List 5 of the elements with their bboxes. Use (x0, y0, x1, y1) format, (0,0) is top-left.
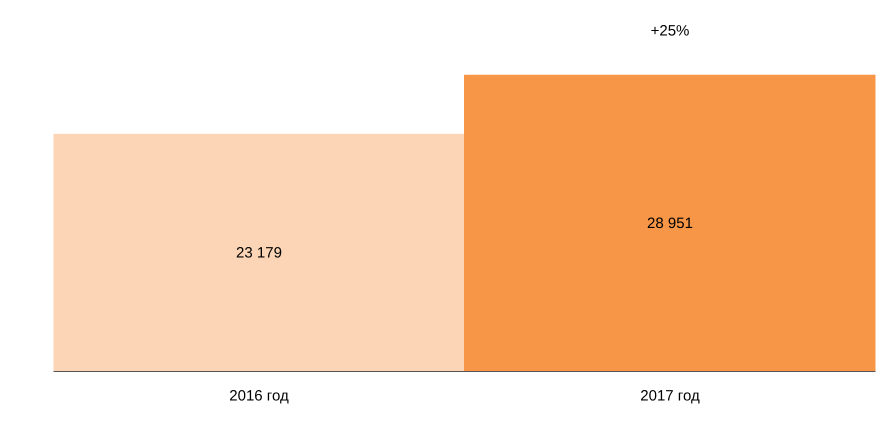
data-label: 28 951 (647, 214, 693, 232)
text: +25% (650, 22, 690, 40)
x-tick-label: 2016 год (229, 388, 289, 404)
x-tick-label: 2017 год (640, 388, 700, 404)
data-label: 23 179 (236, 244, 282, 262)
